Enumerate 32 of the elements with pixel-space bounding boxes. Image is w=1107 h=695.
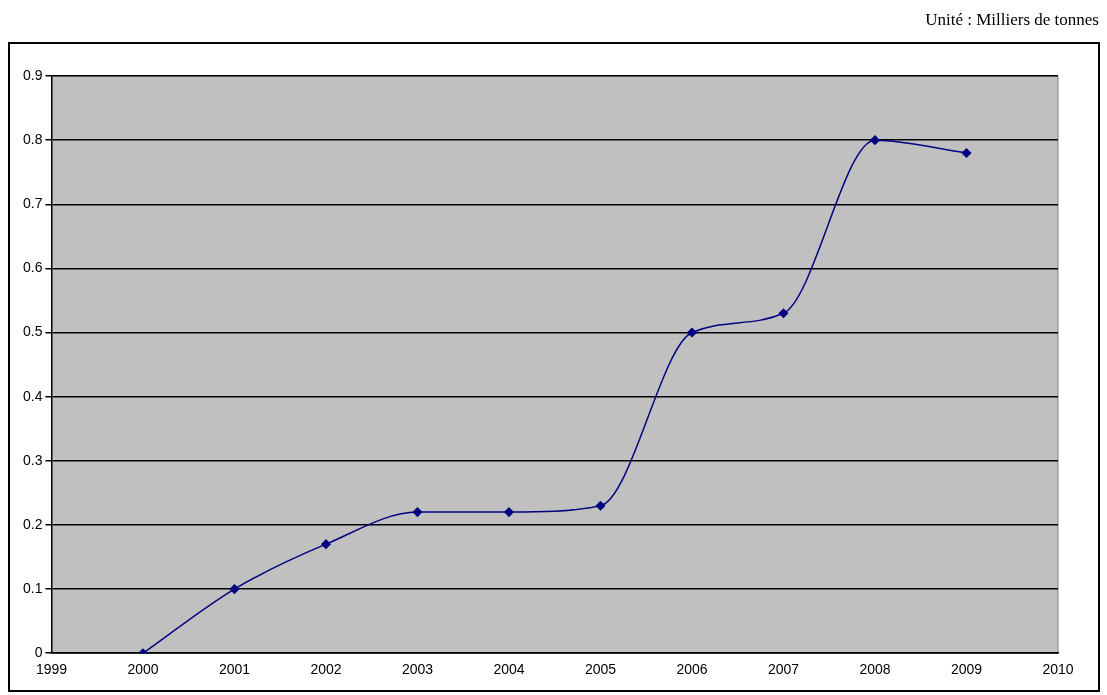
point (229, 584, 240, 594)
point (870, 135, 880, 145)
x-tick-label: 2003 (401, 661, 434, 678)
x-tick-label: 1999 (35, 661, 68, 678)
y-tick-label: 0.4 (22, 387, 43, 404)
y-tick-label: 0.1 (22, 579, 43, 596)
y-tick-label: 0.3 (22, 451, 43, 468)
point (778, 308, 789, 319)
y-tick-label: 0 (34, 644, 43, 661)
y-tick-label: 0.9 (22, 66, 43, 83)
point (687, 327, 697, 338)
point (504, 507, 514, 517)
x-tick-label: 2000 (127, 661, 159, 678)
x-tick-label: 2004 (493, 661, 525, 678)
x-tick-label: 2006 (676, 661, 708, 678)
x-tick-label: 2002 (310, 661, 342, 678)
point (595, 500, 606, 511)
point (321, 539, 331, 549)
x-tick-label: 2005 (584, 661, 617, 678)
point (961, 148, 972, 158)
x-tick-label: 2001 (218, 661, 251, 678)
y-tick-label: 0.7 (22, 195, 43, 212)
x-tick-label: 2007 (767, 661, 800, 678)
point (412, 507, 423, 517)
y-tick-label: 0.5 (22, 323, 43, 340)
x-tick-label: 2008 (859, 661, 891, 678)
y-tick-label: 0.8 (22, 130, 43, 147)
y-tick-label: 0.6 (22, 259, 43, 276)
text: Unité : Milliers de tonnes (925, 10, 1099, 30)
y-tick-label: 0.2 (22, 515, 43, 532)
x-tick-label: 2009 (950, 661, 983, 678)
x-tick-label: 2010 (1042, 661, 1074, 678)
